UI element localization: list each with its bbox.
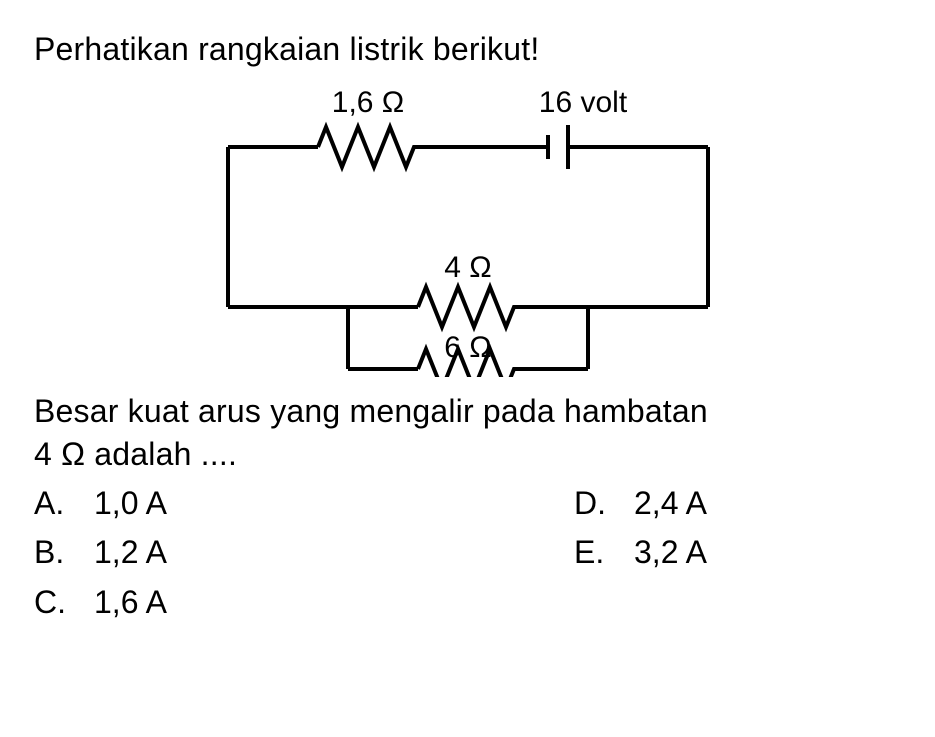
answer-text: 1,0 A xyxy=(94,479,167,529)
answer-text: 2,4 A xyxy=(634,479,707,529)
answer-letter: A. xyxy=(34,479,94,529)
answer-letter: D. xyxy=(574,479,634,529)
answer-text: 3,2 A xyxy=(634,528,707,578)
answer-d: D. 2,4 A xyxy=(574,479,707,529)
answer-letter: E. xyxy=(574,528,634,578)
label-v-top: 16 volt xyxy=(538,86,627,119)
label-r-mid: 4 Ω xyxy=(444,251,491,284)
answer-choices: A. 1,0 A B. 1,2 A C. 1,6 A D. 2,4 A E. 3… xyxy=(34,479,901,628)
circuit-diagram: 1,6 Ω 16 volt 4 Ω 6 Ω xyxy=(188,77,748,382)
question-line-2b: 4 Ω adalah .... xyxy=(34,433,901,476)
question-line-1: Perhatikan rangkaian listrik berikut! xyxy=(34,28,901,71)
answer-text: 1,6 A xyxy=(94,578,167,628)
label-r-bot: 6 Ω xyxy=(444,331,491,364)
answer-text: 1,2 A xyxy=(94,528,167,578)
answer-letter: C. xyxy=(34,578,94,628)
answer-e: E. 3,2 A xyxy=(574,528,707,578)
circuit-svg: 1,6 Ω 16 volt 4 Ω 6 Ω xyxy=(188,77,748,377)
answer-b: B. 1,2 A xyxy=(34,528,574,578)
answer-a: A. 1,0 A xyxy=(34,479,574,529)
answer-letter: B. xyxy=(34,528,94,578)
question-line-2a: Besar kuat arus yang mengalir pada hamba… xyxy=(34,390,901,433)
label-r-top: 1,6 Ω xyxy=(331,86,403,119)
answer-c: C. 1,6 A xyxy=(34,578,574,628)
